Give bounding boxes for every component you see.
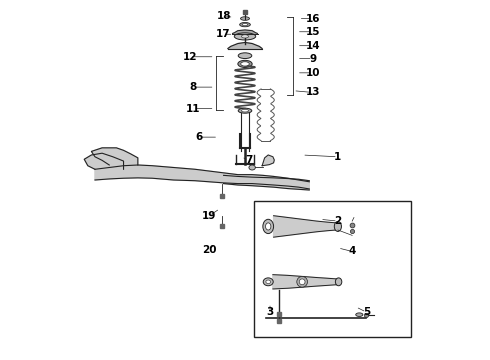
Bar xyxy=(254,202,411,337)
Circle shape xyxy=(297,276,308,287)
Text: 4: 4 xyxy=(348,247,356,256)
Ellipse shape xyxy=(242,109,248,112)
Text: 18: 18 xyxy=(216,11,231,21)
Ellipse shape xyxy=(238,53,252,59)
Text: 9: 9 xyxy=(309,54,317,64)
Ellipse shape xyxy=(249,165,255,170)
Polygon shape xyxy=(223,175,309,190)
Text: 11: 11 xyxy=(186,104,200,113)
Text: 6: 6 xyxy=(195,132,202,142)
Text: 13: 13 xyxy=(306,87,320,98)
Polygon shape xyxy=(232,30,258,33)
Ellipse shape xyxy=(334,221,342,231)
Ellipse shape xyxy=(242,35,248,38)
Polygon shape xyxy=(262,155,274,166)
Text: 19: 19 xyxy=(202,211,217,221)
Text: 10: 10 xyxy=(306,68,320,78)
Text: 5: 5 xyxy=(363,307,370,317)
Polygon shape xyxy=(273,216,338,237)
Ellipse shape xyxy=(234,33,256,40)
Polygon shape xyxy=(228,42,262,49)
Ellipse shape xyxy=(241,17,249,20)
Polygon shape xyxy=(95,165,309,189)
Circle shape xyxy=(299,279,305,285)
Ellipse shape xyxy=(266,280,270,284)
Ellipse shape xyxy=(238,108,252,113)
Text: 15: 15 xyxy=(306,27,320,37)
Polygon shape xyxy=(273,275,339,289)
Ellipse shape xyxy=(356,313,363,316)
Text: 3: 3 xyxy=(267,307,273,317)
Ellipse shape xyxy=(240,22,250,27)
Polygon shape xyxy=(92,148,138,165)
Ellipse shape xyxy=(266,223,271,230)
Text: 17: 17 xyxy=(216,29,231,39)
Ellipse shape xyxy=(241,62,249,66)
Text: 2: 2 xyxy=(334,216,342,226)
Text: 16: 16 xyxy=(306,14,320,23)
Ellipse shape xyxy=(238,60,252,67)
Polygon shape xyxy=(84,153,123,169)
Text: 14: 14 xyxy=(306,41,320,51)
Text: 7: 7 xyxy=(245,156,252,165)
Text: 8: 8 xyxy=(190,82,197,92)
Ellipse shape xyxy=(243,23,247,26)
Ellipse shape xyxy=(335,278,342,286)
Text: 20: 20 xyxy=(202,245,217,255)
Ellipse shape xyxy=(263,219,273,234)
Text: 12: 12 xyxy=(182,52,197,62)
Text: 1: 1 xyxy=(334,152,342,162)
Ellipse shape xyxy=(263,278,273,286)
